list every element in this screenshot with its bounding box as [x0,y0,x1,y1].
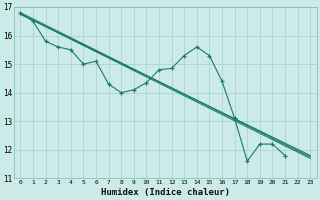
X-axis label: Humidex (Indice chaleur): Humidex (Indice chaleur) [101,188,230,197]
